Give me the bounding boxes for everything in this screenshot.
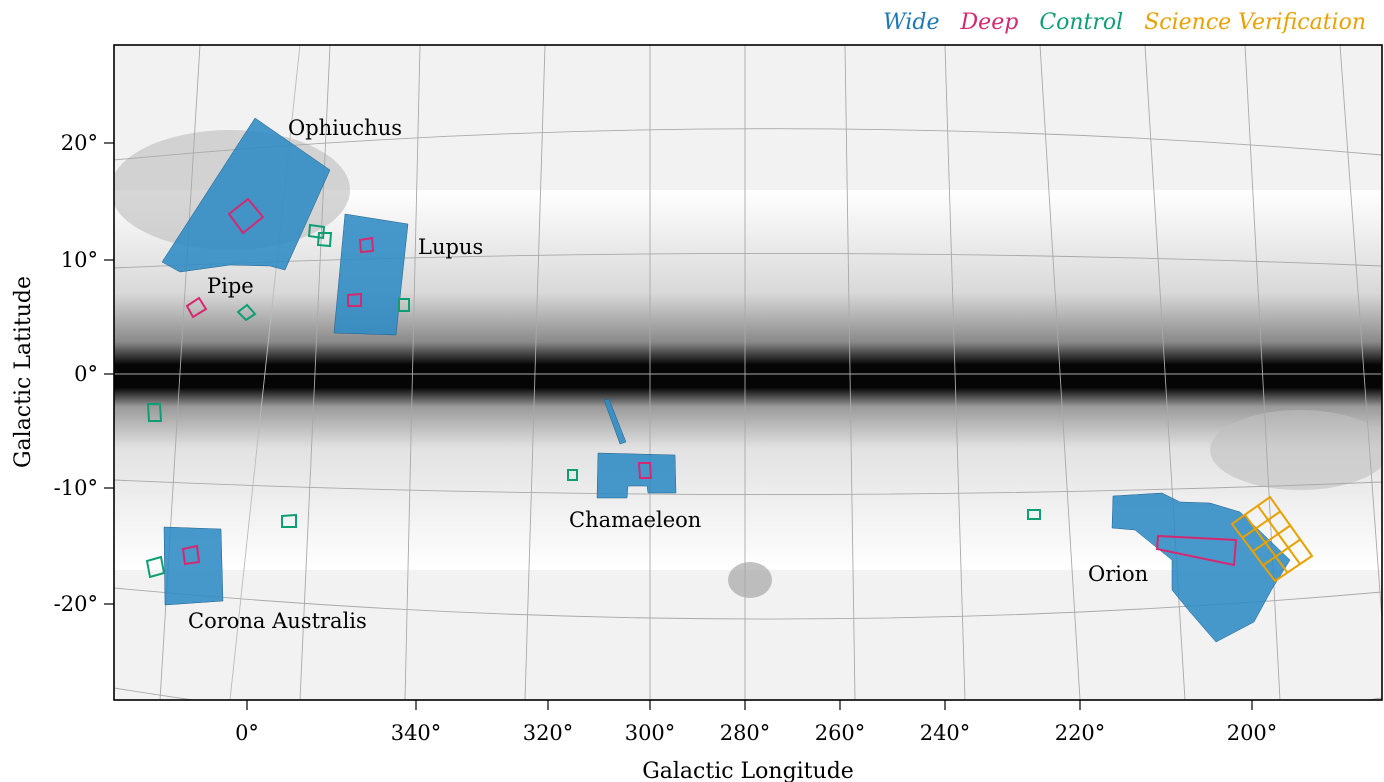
x-tick-label: 280° [720, 721, 771, 745]
x-tick-label: 300° [625, 721, 676, 745]
legend-item-control: Control [1039, 10, 1124, 35]
science-verification-field [1230, 495, 1314, 583]
region-label-corona-australis: Corona Australis [188, 609, 367, 633]
region-label-lupus: Lupus [418, 235, 483, 259]
wide-field-orion [1111, 492, 1291, 643]
deep-fields [181, 197, 1238, 567]
plot-frame [113, 44, 1383, 701]
legend: Wide Deep Control Science Verification [869, 10, 1366, 35]
x-tick-label: 320° [523, 721, 574, 745]
y-tick-label: -20° [54, 592, 98, 616]
wide-fields [161, 117, 1291, 643]
x-tick-label: 0° [235, 721, 259, 745]
region-label-orion: Orion [1088, 562, 1148, 586]
y-tick-marks [104, 142, 114, 605]
region-label-pipe: Pipe [207, 274, 254, 298]
y-axis-title: Galactic Latitude [11, 276, 36, 468]
legend-item-science-verification: Science Verification [1144, 10, 1366, 35]
wide-field-ophiuchus [161, 117, 331, 273]
x-tick-label: 260° [815, 721, 866, 745]
y-tick-label: 10° [61, 248, 98, 272]
wide-field-chamaeleon [596, 452, 677, 499]
wide-field-lupus [333, 213, 409, 336]
y-tick-label: 20° [61, 131, 98, 155]
x-axis-title: Galactic Longitude [642, 759, 854, 782]
control-fields [145, 223, 1041, 579]
x-tick-label: 240° [920, 721, 971, 745]
legend-item-wide: Wide [883, 10, 940, 35]
region-label-chamaeleon: Chamaeleon [569, 508, 701, 532]
legend-item-deep: Deep [960, 10, 1019, 35]
graticule [114, 45, 1382, 700]
y-tick-label: -10° [54, 476, 98, 500]
x-tick-marks [246, 700, 1253, 710]
wide-field-corona-australis [163, 526, 224, 606]
y-tick-label: 0° [74, 362, 98, 386]
region-label-ophiuchus: Ophiuchus [288, 116, 402, 140]
x-tick-label: 200° [1227, 721, 1278, 745]
x-tick-label: 340° [391, 721, 442, 745]
x-tick-label: 220° [1055, 721, 1106, 745]
wide-field-chamaeleon-strip [603, 398, 627, 445]
